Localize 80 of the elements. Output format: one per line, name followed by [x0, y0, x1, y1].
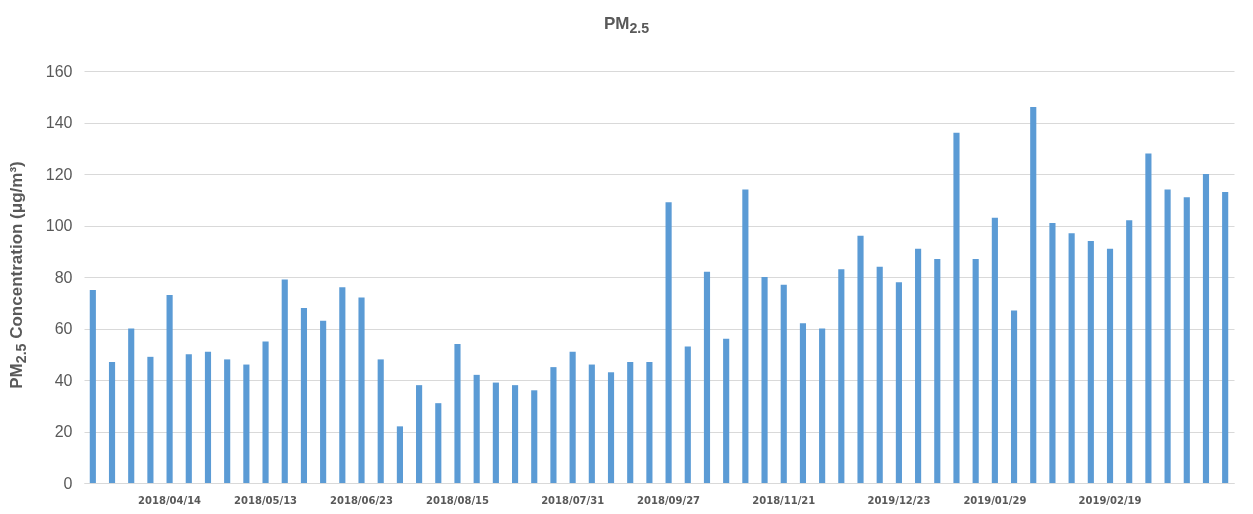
y-tick-label: 0 [63, 474, 73, 492]
bar [723, 338, 730, 483]
bar [531, 390, 538, 483]
x-tick-label: 2018/11/21 [752, 494, 816, 506]
chart-title: PM$_{2.5}$ [602, 14, 651, 37]
bar [1030, 107, 1037, 483]
bar [128, 328, 135, 483]
bar [742, 189, 749, 483]
bar [569, 351, 576, 483]
y-tick-label: 80 [54, 268, 73, 286]
bar [1222, 192, 1229, 483]
bar [1068, 233, 1075, 483]
y-tick-label: 160 [45, 62, 73, 80]
bar [915, 248, 922, 483]
bar [876, 266, 883, 483]
x-tick-label: 2018/05/13 [234, 494, 298, 506]
x-tick-label: 2019/02/19 [1078, 494, 1142, 506]
bar [108, 361, 116, 483]
bar [435, 403, 442, 483]
bar [1145, 153, 1152, 483]
bar [224, 359, 231, 483]
x-tick-label: 2019/01/29 [963, 494, 1027, 506]
bar [895, 282, 902, 483]
x-tick-label: 2018/08/15 [426, 494, 490, 506]
bar [89, 289, 96, 483]
x-tick-label: 2018/07/31 [541, 494, 605, 506]
bar [646, 361, 653, 483]
bar [588, 364, 595, 483]
bar [780, 284, 787, 483]
bar [358, 297, 365, 483]
bar [511, 385, 519, 483]
x-tick-label: 2019/12/23 [867, 494, 931, 506]
bar [185, 354, 192, 483]
bar [703, 271, 711, 483]
bar [550, 367, 557, 483]
bar [300, 307, 308, 483]
y-tick-label: 40 [54, 371, 73, 389]
y-tick-label: 60 [54, 320, 73, 337]
y-tick-label: 100 [45, 217, 73, 234]
bar [761, 277, 768, 483]
bar [454, 343, 461, 483]
bar [1126, 220, 1133, 483]
x-tick-label: 2018/04/14 [138, 494, 202, 506]
bar [1087, 240, 1094, 483]
bar [492, 382, 499, 483]
bar [320, 320, 327, 483]
bar [684, 346, 691, 483]
bar [838, 269, 845, 483]
bar [473, 374, 480, 483]
bar [281, 279, 288, 483]
bar [204, 351, 212, 483]
bar [819, 328, 826, 483]
bar [607, 372, 615, 483]
x-tick-label: 2018/09/27 [637, 494, 701, 506]
bar [377, 359, 384, 483]
bar [799, 323, 807, 483]
bar [627, 361, 634, 483]
bar [147, 356, 154, 483]
bar [1183, 197, 1190, 483]
bar [1106, 248, 1114, 483]
bar [1010, 310, 1018, 483]
y-tick-label: 140 [45, 114, 73, 131]
bar [857, 235, 864, 483]
bar [1202, 174, 1210, 483]
bar [934, 258, 941, 483]
bar [166, 295, 173, 483]
bar [1164, 189, 1171, 483]
bar [953, 132, 960, 483]
bar [972, 258, 979, 483]
x-tick-label: 2018/06/23 [330, 494, 394, 506]
bar [339, 287, 346, 483]
bar [416, 385, 423, 483]
bar [991, 217, 998, 483]
bar [243, 364, 250, 483]
bar [1049, 222, 1056, 483]
bar [396, 426, 403, 483]
bar [665, 202, 672, 483]
y-tick-label: 120 [45, 165, 73, 183]
y-tick-label: 20 [54, 423, 73, 440]
bar [262, 341, 269, 483]
